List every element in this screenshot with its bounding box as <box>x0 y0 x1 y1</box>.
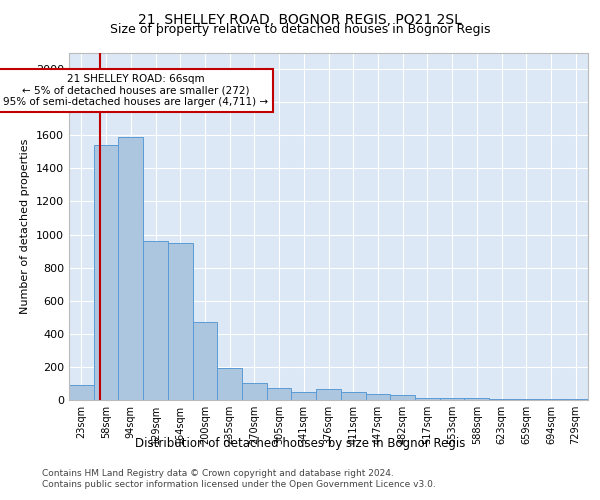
Bar <box>69 385 94 400</box>
Text: 21, SHELLEY ROAD, BOGNOR REGIS, PO21 2SL: 21, SHELLEY ROAD, BOGNOR REGIS, PO21 2SL <box>138 12 462 26</box>
Text: Size of property relative to detached houses in Bognor Regis: Size of property relative to detached ho… <box>110 24 490 36</box>
Bar <box>415 398 440 400</box>
Y-axis label: Number of detached properties: Number of detached properties <box>20 138 31 314</box>
Bar <box>292 392 316 400</box>
Bar <box>168 243 193 400</box>
Bar <box>539 399 563 400</box>
Text: Contains public sector information licensed under the Open Government Licence v3: Contains public sector information licen… <box>42 480 436 489</box>
Bar <box>390 395 415 400</box>
Bar <box>514 399 539 400</box>
Bar <box>267 388 292 400</box>
Text: Distribution of detached houses by size in Bognor Regis: Distribution of detached houses by size … <box>135 438 465 450</box>
Text: Contains HM Land Registry data © Crown copyright and database right 2024.: Contains HM Land Registry data © Crown c… <box>42 469 394 478</box>
Bar <box>489 399 514 400</box>
Bar <box>217 368 242 400</box>
Bar <box>242 382 267 400</box>
Bar <box>193 322 217 400</box>
Bar <box>464 398 489 400</box>
Bar <box>118 137 143 400</box>
Bar <box>365 394 390 400</box>
Bar <box>316 389 341 400</box>
Bar <box>563 399 588 400</box>
Bar <box>94 145 118 400</box>
Bar <box>341 392 365 400</box>
Text: 21 SHELLEY ROAD: 66sqm
← 5% of detached houses are smaller (272)
95% of semi-det: 21 SHELLEY ROAD: 66sqm ← 5% of detached … <box>3 74 268 107</box>
Bar <box>440 398 464 400</box>
Bar <box>143 241 168 400</box>
